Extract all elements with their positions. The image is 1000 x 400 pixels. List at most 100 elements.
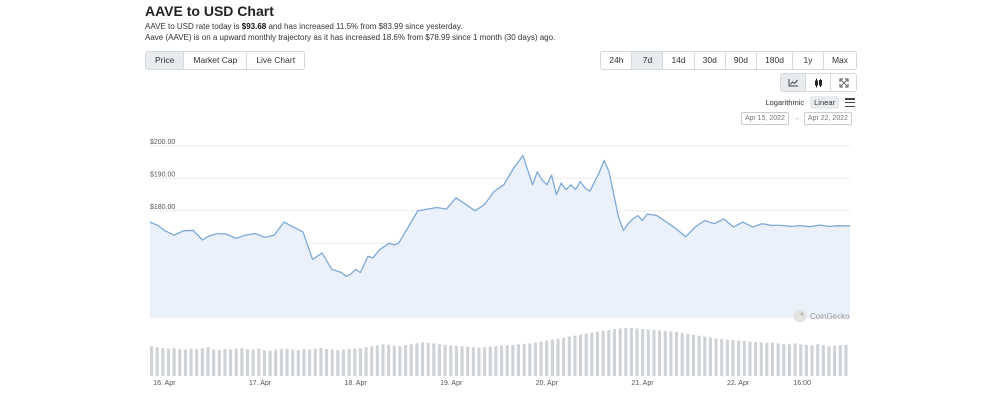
volume-bar <box>285 348 289 376</box>
x-tick-label: 19. Apr <box>440 380 463 387</box>
x-axis-labels: 16. Apr 17. Apr 18. Apr 19. Apr 20. Apr 21. A… <box>153 380 811 387</box>
volume-bars <box>150 328 848 376</box>
volume-bar <box>686 333 690 376</box>
volume-bar <box>392 345 396 376</box>
tab-market-cap[interactable]: Market Cap <box>184 52 248 69</box>
volume-bar <box>223 349 227 376</box>
volume-bar <box>161 348 165 376</box>
volume-bar <box>437 344 441 376</box>
volume-bar <box>443 344 447 376</box>
volume-bar <box>217 350 221 376</box>
volume-bar <box>612 328 616 376</box>
volume-bar <box>370 346 374 376</box>
trajectory-summary: Aave (AAVE) is on a upward monthly traje… <box>145 33 556 42</box>
volume-bar <box>150 346 154 376</box>
volume-bar <box>759 342 763 376</box>
volume-bar <box>257 348 261 376</box>
volume-bar <box>748 341 752 376</box>
volume-bar <box>483 347 487 376</box>
volume-bar <box>539 341 543 376</box>
price-line <box>149 154 851 278</box>
x-tick-label: 22. Apr <box>727 380 750 387</box>
volume-bar <box>347 349 351 376</box>
volume-bar <box>691 334 696 376</box>
volume-bar <box>601 330 605 376</box>
volume-bar <box>810 345 814 376</box>
volume-bar <box>319 348 323 376</box>
volume-bar <box>200 348 204 376</box>
volume-bar <box>827 346 831 376</box>
volume-bar <box>725 339 729 376</box>
linear-button[interactable]: Linear <box>810 96 839 109</box>
logarithmic-button[interactable]: Logarithmic <box>765 98 805 107</box>
range-90d[interactable]: 90d <box>725 52 758 69</box>
volume-bar <box>155 347 159 376</box>
date-from-input[interactable]: Apr 15, 2022 <box>740 112 789 125</box>
volume-bar <box>708 337 712 376</box>
volume-bar <box>838 345 842 376</box>
range-14d[interactable]: 14d <box>663 52 695 69</box>
volume-bar <box>652 329 656 376</box>
volume-bar <box>562 337 566 376</box>
date-to-input[interactable]: Apr 22, 2022 <box>803 112 852 125</box>
chart-type-tabs: Price Market Cap Live Chart <box>145 51 306 70</box>
tab-price[interactable]: Price <box>146 52 185 69</box>
volume-bar <box>618 328 622 376</box>
volume-bar <box>183 349 187 376</box>
range-30d[interactable]: 30d <box>694 52 726 69</box>
hamburger-menu-icon[interactable] <box>845 98 855 107</box>
volume-bar <box>567 336 571 376</box>
volume-bar <box>302 349 306 376</box>
volume-bar <box>494 346 498 376</box>
volume-bar <box>364 347 368 376</box>
current-price: $93.68 <box>241 22 267 31</box>
volume-bar <box>426 342 430 376</box>
volume-bar <box>471 347 475 376</box>
volume-bar <box>212 349 216 376</box>
volume-bar <box>624 328 628 376</box>
volume-bar <box>697 335 701 376</box>
volume-bar <box>703 336 707 376</box>
price-chart: $150.00$160.00$170.00$180.00$190.00$200.… <box>149 139 851 387</box>
volume-bar <box>765 342 769 376</box>
volume-bar <box>635 328 639 376</box>
volume-bar <box>398 346 402 376</box>
time-range-selector: 24h 7d 14d 30d 90d 180d 1y Max <box>600 51 857 70</box>
x-tick-label: 17. Apr <box>249 380 272 387</box>
x-tick-label: 16:00 <box>793 380 811 387</box>
volume-bar <box>782 343 786 376</box>
fullscreen-icon[interactable] <box>831 74 856 91</box>
volume-bar <box>206 347 210 376</box>
y-tick-label: $200.00 <box>150 139 175 146</box>
range-7d[interactable]: 7d <box>632 52 664 69</box>
range-180d[interactable]: 180d <box>757 52 793 69</box>
volume-bar <box>816 344 820 376</box>
volume-bar <box>516 344 521 376</box>
line-chart-icon[interactable] <box>781 74 806 91</box>
page-title: AAVE to USD Chart <box>145 3 274 19</box>
volume-bar <box>353 348 357 376</box>
candlestick-icon[interactable] <box>806 74 831 91</box>
volume-bar <box>262 350 266 376</box>
volume-bar <box>274 349 278 376</box>
volume-bar <box>291 349 295 376</box>
volume-bar <box>336 350 340 376</box>
volume-bar <box>381 344 385 376</box>
range-1y[interactable]: 1y <box>792 52 824 69</box>
volume-bar <box>804 344 808 376</box>
range-max[interactable]: Max <box>823 52 856 69</box>
coingecko-watermark: CoinGecko <box>793 309 850 323</box>
volume-bar <box>251 349 255 376</box>
tab-live-chart[interactable]: Live Chart <box>247 52 305 69</box>
volume-bar <box>754 341 758 376</box>
volume-bar <box>488 346 492 376</box>
x-tick-label: 20. Apr <box>536 380 559 387</box>
volume-bar <box>528 343 532 376</box>
volume-bar <box>533 342 537 376</box>
volume-bar <box>658 330 662 376</box>
range-24h[interactable]: 24h <box>601 52 633 69</box>
volume-bar <box>550 339 554 376</box>
price-area <box>150 155 850 318</box>
volume-bar <box>522 343 526 376</box>
volume-bar <box>720 339 724 376</box>
